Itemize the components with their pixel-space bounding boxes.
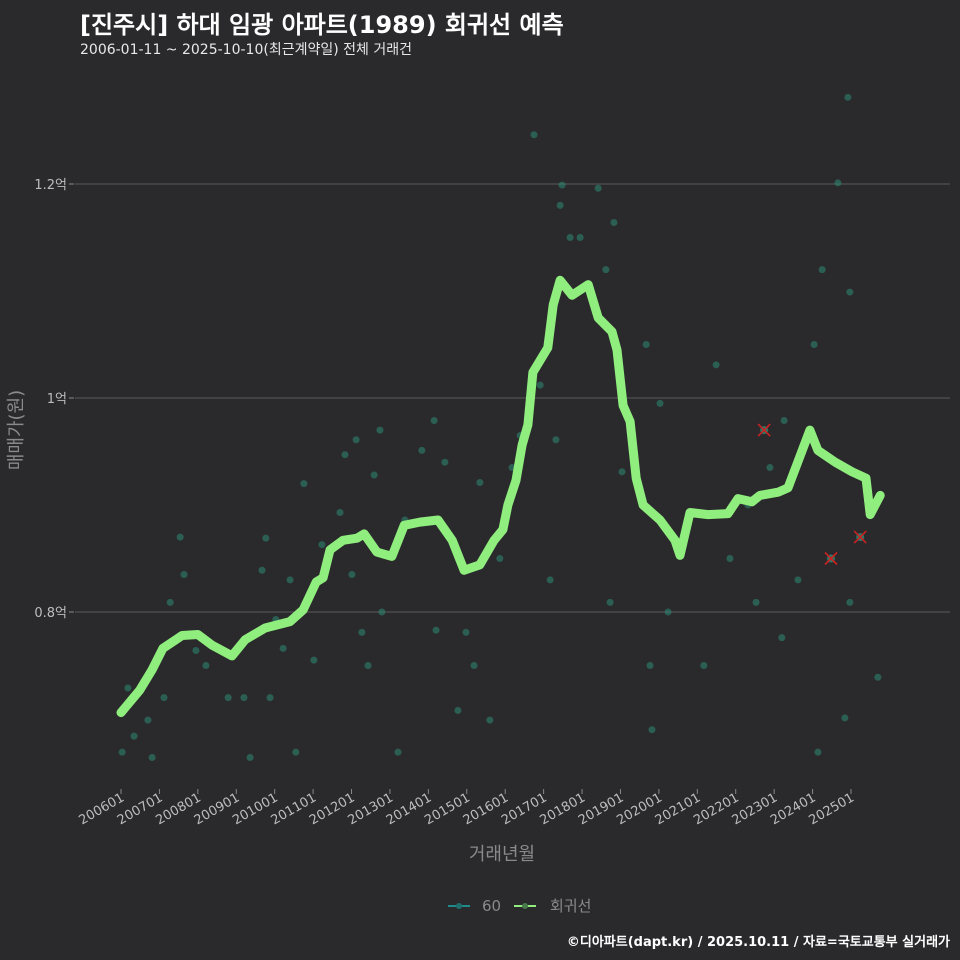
legend: 60 회귀선: [448, 897, 591, 915]
data-point: [348, 571, 356, 579]
legend-item-regression[interactable]: 회귀선: [514, 897, 591, 915]
data-point: [352, 436, 360, 444]
data-point: [726, 555, 734, 562]
x-axis-label: 거래년월: [469, 844, 535, 865]
data-point: [418, 446, 426, 454]
data-point: [844, 93, 852, 101]
data-point: [576, 234, 584, 241]
data-point: [700, 662, 708, 669]
data-point: [364, 662, 372, 669]
data-point: [648, 726, 656, 734]
data-point: [192, 647, 200, 655]
data-point: [124, 684, 132, 692]
data-point: [341, 451, 349, 459]
data-point: [258, 566, 266, 574]
data-point: [279, 644, 287, 652]
data-point: [834, 179, 842, 187]
data-point: [180, 571, 188, 579]
data-point: [476, 479, 484, 487]
data-point: [610, 219, 618, 227]
data-point: [292, 748, 300, 756]
data-point: [300, 480, 308, 488]
y-tick-label: 0.8억: [34, 606, 67, 621]
data-point: [224, 694, 232, 702]
outlier-point: [824, 551, 838, 566]
data-point: [378, 608, 386, 616]
data-point: [606, 598, 614, 606]
data-point: [486, 716, 494, 724]
data-point: [462, 628, 470, 636]
data-point: [454, 706, 462, 714]
data-point: [358, 628, 366, 636]
data-point: [441, 458, 449, 466]
legend-label-regression: 회귀선: [550, 897, 591, 915]
data-point: [642, 341, 650, 348]
data-point: [712, 361, 720, 369]
outlier-point: [853, 530, 867, 544]
data-point: [246, 754, 254, 762]
data-point: [846, 288, 854, 296]
data-point: [594, 184, 602, 192]
data-point: [370, 471, 378, 479]
data-point: [752, 598, 760, 606]
data-point: [814, 748, 822, 756]
data-point: [841, 714, 849, 722]
data-point: [656, 399, 664, 407]
footer-credit: ©디아파트(dapt.kr) / 2025.10.11 / 자료=국토교통부 실…: [566, 935, 950, 950]
data-point: [794, 576, 802, 584]
data-point: [240, 694, 248, 702]
data-point: [310, 656, 318, 664]
legend-label-60: 60: [482, 897, 501, 915]
chart-subtitle: 2006-01-11 ~ 2025-10-10(최근계약일) 전체 거래건: [80, 42, 412, 58]
data-point: [496, 555, 504, 562]
outlier-point: [757, 423, 771, 437]
data-point: [202, 662, 210, 669]
data-point: [874, 673, 882, 681]
data-point: [130, 732, 138, 740]
data-point: [546, 576, 554, 584]
data-point: [394, 748, 402, 756]
data-point: [530, 131, 538, 139]
y-tick-label: 1억: [47, 392, 67, 407]
data-point: [618, 468, 626, 476]
data-point: [846, 598, 854, 606]
data-point: [536, 381, 544, 389]
data-point: [602, 266, 610, 274]
data-point: [166, 598, 174, 606]
data-point: [318, 541, 326, 549]
chart-title: [진주시] 하대 임광 아파트(1989) 회귀선 예측: [80, 11, 564, 39]
regression-line: [116, 275, 885, 718]
data-point: [286, 576, 294, 584]
legend-item-60[interactable]: 60: [448, 897, 501, 915]
data-point: [558, 181, 566, 189]
data-point: [430, 416, 438, 424]
data-point: [262, 534, 270, 542]
data-point: [432, 626, 440, 634]
data-point: [266, 694, 274, 702]
data-point: [144, 716, 152, 724]
data-point: [780, 416, 788, 424]
data-point: [470, 662, 478, 669]
data-point: [118, 748, 126, 756]
data-point: [160, 694, 168, 702]
data-point: [148, 754, 156, 762]
data-point: [566, 234, 574, 241]
y-axis-label: 매매가(원): [6, 390, 27, 470]
data-point: [176, 533, 184, 541]
data-point: [646, 662, 654, 669]
data-point: [664, 608, 672, 616]
data-point: [376, 426, 384, 434]
data-point: [810, 341, 818, 348]
y-tick-label: 1.2억: [34, 178, 67, 193]
data-point: [552, 436, 560, 444]
data-point: [766, 464, 774, 472]
data-point: [336, 508, 344, 516]
data-point: [818, 266, 826, 274]
data-point: [778, 634, 786, 642]
data-point: [556, 201, 564, 209]
